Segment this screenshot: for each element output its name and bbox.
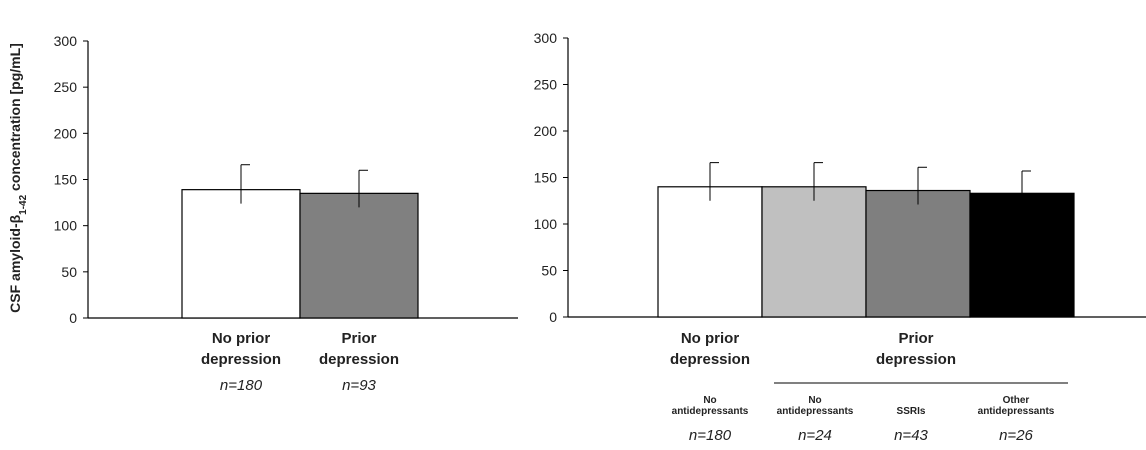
right-sample-size-label: n=26: [999, 427, 1033, 444]
left-category-label: Prior: [341, 330, 376, 347]
left-bar: [299, 192, 419, 319]
right-sample-size-label: n=24: [798, 427, 832, 444]
left-y-tick-label: 300: [54, 33, 78, 49]
right-subcategory-label: antidepressants: [777, 406, 854, 417]
y-axis-title-subscript: 1-42: [18, 194, 29, 214]
right-bar-chart: 0 50 100 150 200 250 300 No prior depression Prio…: [534, 30, 1146, 444]
right-y-tick-label: 200: [534, 123, 558, 139]
right-subcategory-label: No: [808, 395, 821, 406]
y-axis-title-units: concentration [pg/mL]: [7, 43, 23, 195]
right-bar: [969, 192, 1075, 318]
left-bar-chart: 0 50 100 150 200 250 300 No prior depression n=18…: [54, 33, 518, 394]
right-subcategory-label: No: [703, 395, 716, 406]
y-axis-title-main: CSF amyloid-β: [7, 214, 23, 312]
right-bar: [657, 186, 763, 318]
right-group-label: depression: [670, 351, 750, 368]
left-y-tick-label: 0: [69, 310, 77, 326]
left-category-label: No prior: [212, 330, 270, 347]
left-sample-size-label: n=180: [220, 377, 263, 394]
left-y-tick-label: 50: [61, 264, 77, 280]
right-y-tick-label: 50: [541, 263, 557, 279]
right-y-tick-label: 0: [549, 309, 557, 325]
right-subcategory-label: antidepressants: [978, 406, 1055, 417]
left-y-tick-label: 250: [54, 79, 78, 95]
left-category-label: depression: [319, 351, 399, 368]
left-y-tick-label: 200: [54, 125, 78, 141]
right-y-tick-label: 250: [534, 77, 558, 93]
left-y-tick-label: 100: [54, 218, 78, 234]
right-y-tick-label: 100: [534, 216, 558, 232]
left-sample-size-label: n=93: [342, 377, 376, 394]
y-axis-title: CSF amyloid-β1-42 concentration [pg/mL]: [7, 43, 29, 313]
right-subcategory-label: antidepressants: [672, 406, 749, 417]
right-sample-size-label: n=180: [689, 427, 732, 444]
right-group-label: No prior: [681, 330, 739, 347]
right-y-tick-label: 150: [534, 170, 558, 186]
left-y-tick-label: 150: [54, 172, 78, 188]
left-category-label: depression: [201, 351, 281, 368]
left-bar: [181, 189, 301, 319]
right-y-tick-label: 300: [534, 30, 558, 46]
right-bar: [761, 186, 867, 318]
right-sample-size-label: n=43: [894, 427, 928, 444]
right-group-label: depression: [876, 351, 956, 368]
right-bar: [865, 189, 971, 318]
right-subcategory-label: Other: [1003, 395, 1030, 406]
right-group-label: Prior: [898, 330, 933, 347]
right-subcategory-label: SSRIs: [897, 406, 926, 417]
